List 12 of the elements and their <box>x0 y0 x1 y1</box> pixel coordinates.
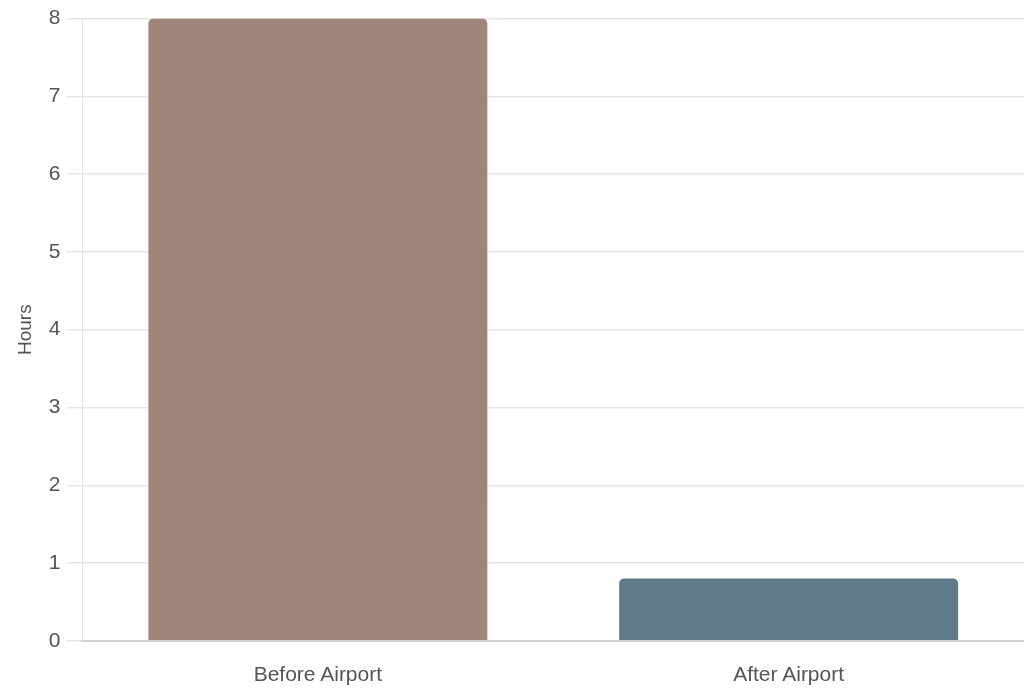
y-tick-label: 8 <box>48 5 61 29</box>
y-tick-label: 2 <box>48 472 61 496</box>
y-tick-label: 1 <box>48 549 61 573</box>
y-tick-label: 6 <box>48 160 61 184</box>
y-tick-label: 4 <box>48 316 61 340</box>
y-tick-label: 7 <box>48 83 61 107</box>
y-tick-label: 3 <box>48 394 61 418</box>
y-axis-title: Hours <box>13 304 35 356</box>
x-tick-label: Before Airport <box>253 662 383 686</box>
y-tick-label: 0 <box>48 627 61 651</box>
x-tick-label: After Airport <box>733 662 845 686</box>
y-tick-label: 5 <box>48 238 61 262</box>
